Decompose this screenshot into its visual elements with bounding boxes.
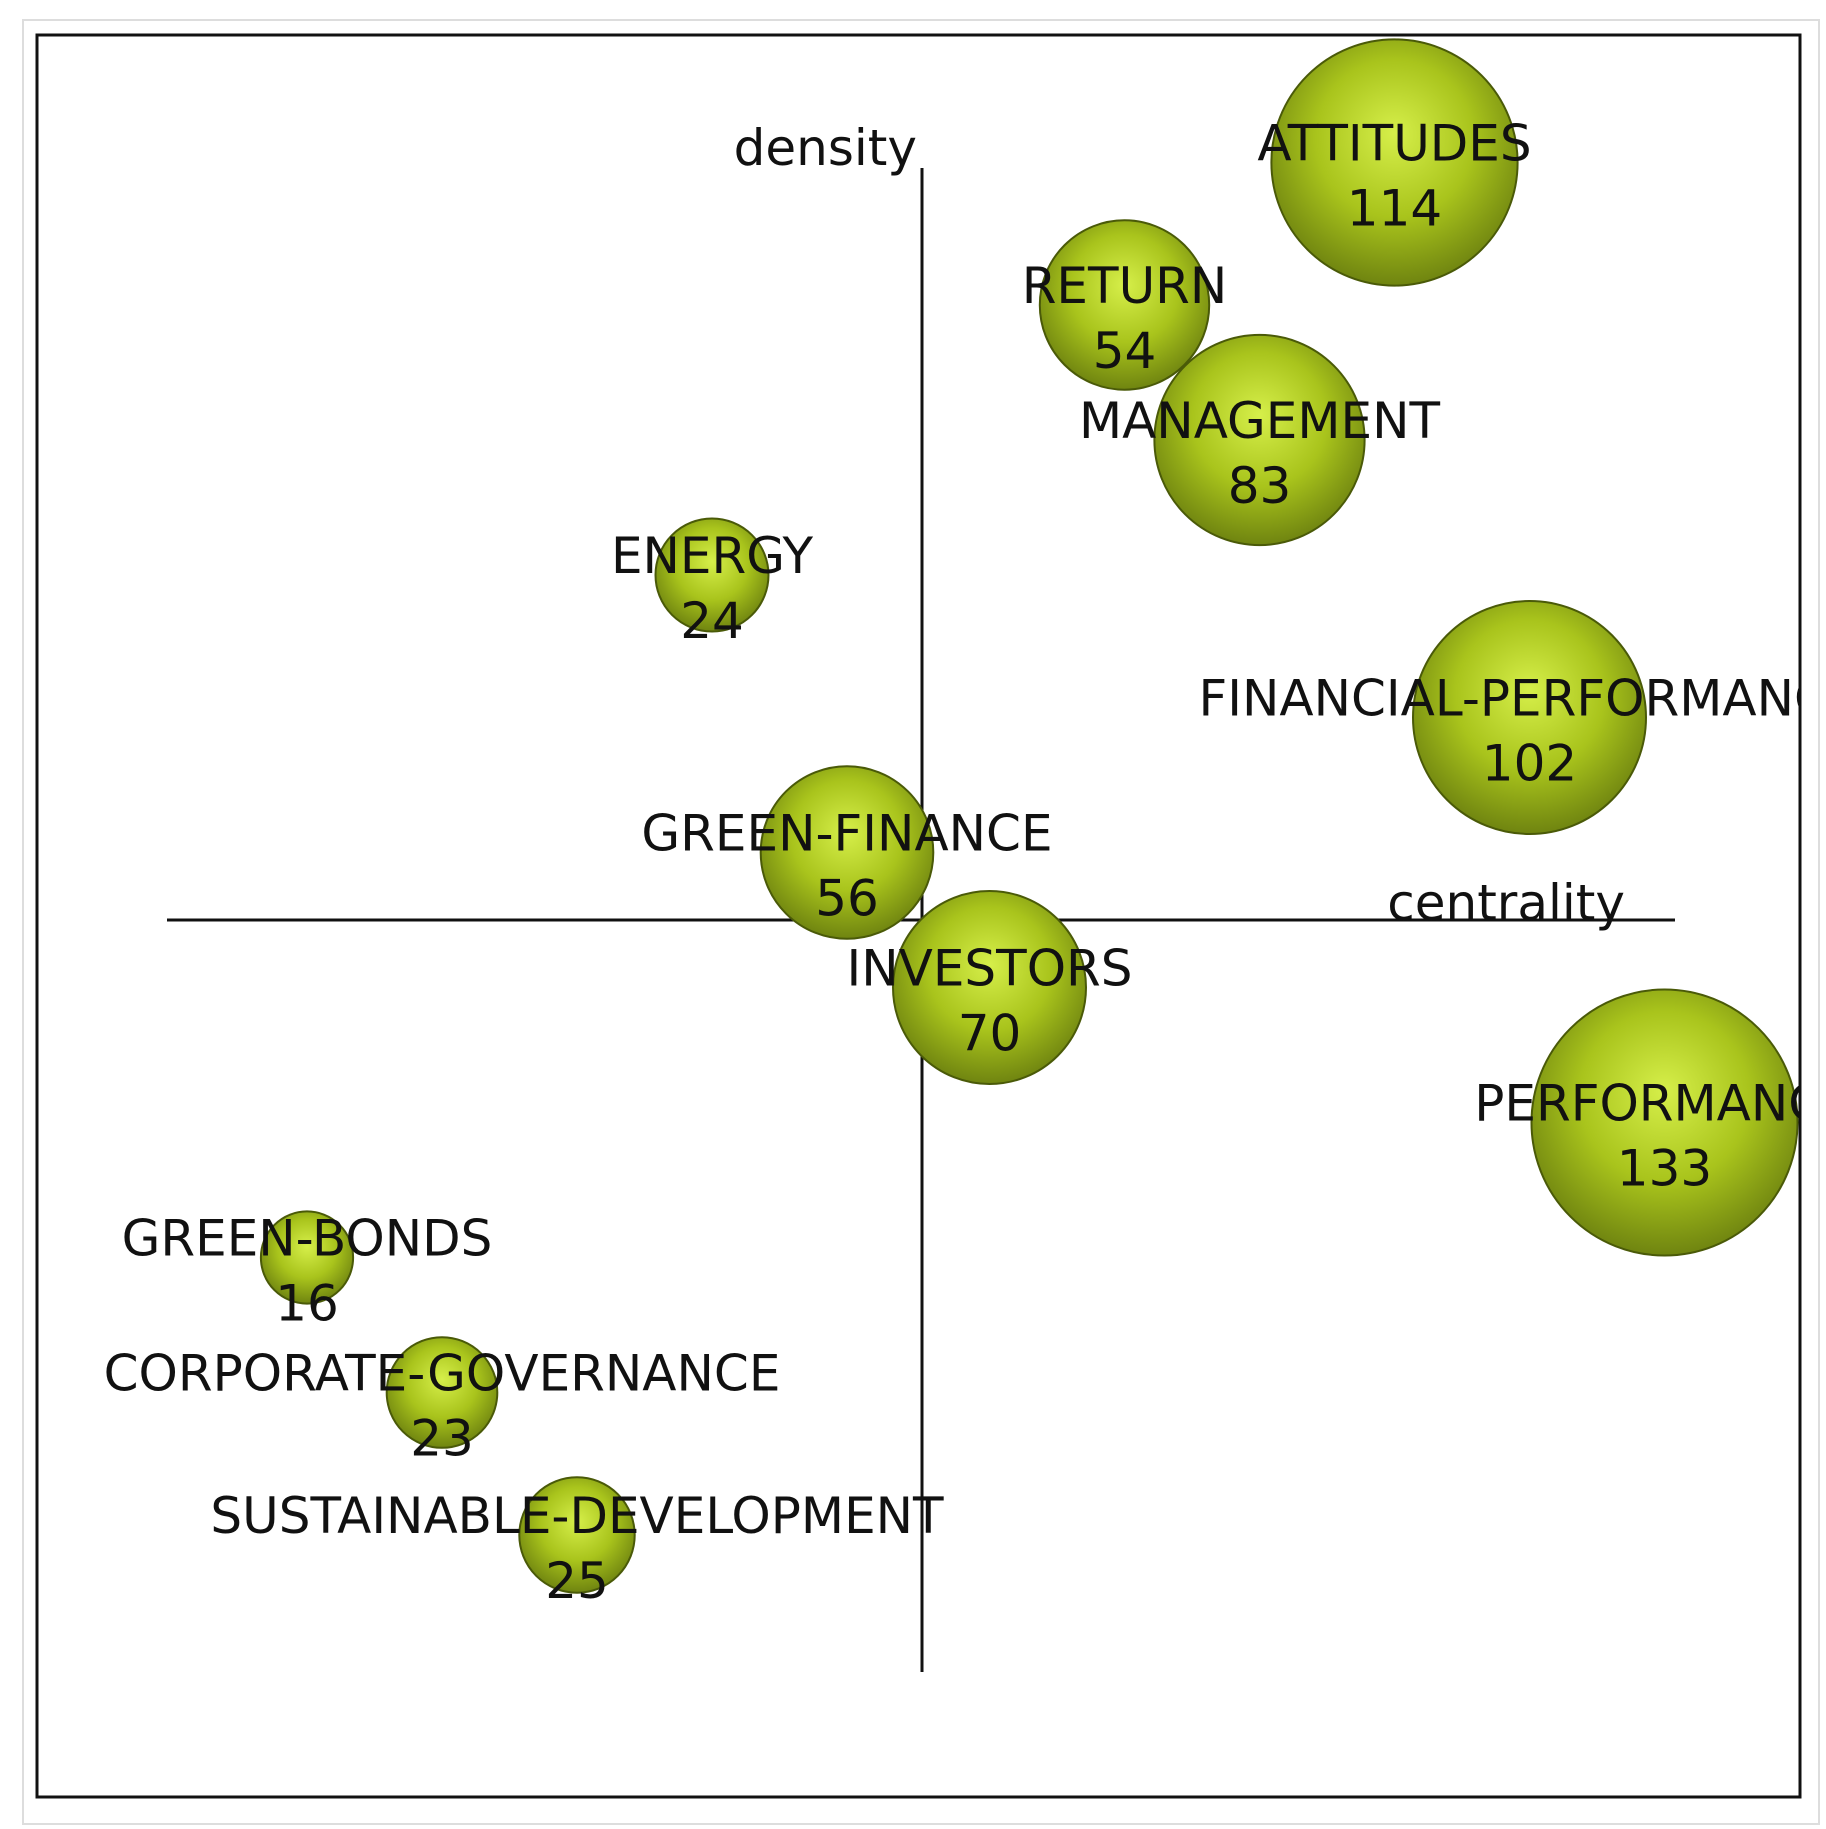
bubble-investors: INVESTORS 70	[846, 890, 1133, 1085]
bubbles: ATTITUDES 114 RETURN 54 MANAGEMENT 83 ENERGY 24…	[104, 38, 1826, 1610]
bubble-label: ENERGY	[611, 527, 814, 585]
bubble-label: ATTITUDES	[1257, 115, 1531, 173]
bubble-label: FINANCIAL-PERFORMANCE	[1199, 670, 1826, 728]
bubble-mark	[1153, 333, 1366, 547]
bubble-mark	[654, 517, 770, 633]
bubble-performance: PERFORMANCE 133	[1474, 988, 1826, 1257]
bubble-label: INVESTORS	[846, 940, 1132, 998]
bubble-value: 16	[275, 1275, 339, 1333]
bubble-energy: ENERGY 24	[611, 517, 814, 650]
bubble-value: 23	[410, 1410, 474, 1468]
bubble-label: MANAGEMENT	[1079, 392, 1441, 450]
outer-frame	[22, 19, 1820, 1825]
bubble-mark	[518, 1476, 636, 1594]
bubble-value: 70	[958, 1005, 1022, 1063]
plot-border	[35, 33, 1802, 1799]
bubble-value: 83	[1228, 457, 1292, 515]
bubble-mark	[759, 765, 935, 940]
bubble-value: 56	[815, 870, 879, 928]
bubble-mark	[385, 1336, 499, 1449]
bubble-corporate-governance: CORPORATE-GOVERNANCE 23	[104, 1336, 781, 1468]
bubble-value: 102	[1482, 735, 1577, 793]
bubble-label: SUSTAINABLE-DEVELOPMENT	[210, 1487, 944, 1545]
bubble-mark	[892, 890, 1087, 1085]
y-axis-label: density	[734, 119, 917, 177]
bubble-management: MANAGEMENT 83	[1079, 333, 1441, 547]
bubble-value: 133	[1617, 1140, 1712, 1198]
bubble-label: RETURN	[1022, 257, 1228, 315]
bubble-label: PERFORMANCE	[1474, 1075, 1826, 1133]
bubble-value: 54	[1093, 322, 1157, 380]
bubble-label: GREEN-FINANCE	[641, 805, 1052, 863]
bubble-mark	[259, 1210, 355, 1305]
bubble-financial-performance: FINANCIAL-PERFORMANCE 102	[1199, 600, 1826, 835]
bubble-label: CORPORATE-GOVERNANCE	[104, 1345, 781, 1403]
bubble-mark	[1412, 600, 1647, 835]
bubble-mark	[1038, 219, 1211, 391]
bubble-attitudes: ATTITUDES 114	[1257, 38, 1532, 287]
x-axis-label: centrality	[1387, 874, 1625, 932]
bubble-return: RETURN 54	[1022, 219, 1228, 391]
bubble-mark	[1530, 988, 1799, 1257]
bubble-value: 114	[1347, 180, 1442, 238]
bubble-sustainable-development: SUSTAINABLE-DEVELOPMENT 25	[210, 1476, 944, 1610]
bubble-green-bonds: GREEN-BONDS 16	[122, 1210, 493, 1333]
bubble-mark	[1270, 38, 1519, 287]
bubble-value: 25	[545, 1552, 609, 1610]
bubble-label: GREEN-BONDS	[122, 1210, 493, 1268]
bubble-value: 24	[680, 592, 744, 650]
bubble-green-finance: GREEN-FINANCE 56	[641, 765, 1053, 940]
